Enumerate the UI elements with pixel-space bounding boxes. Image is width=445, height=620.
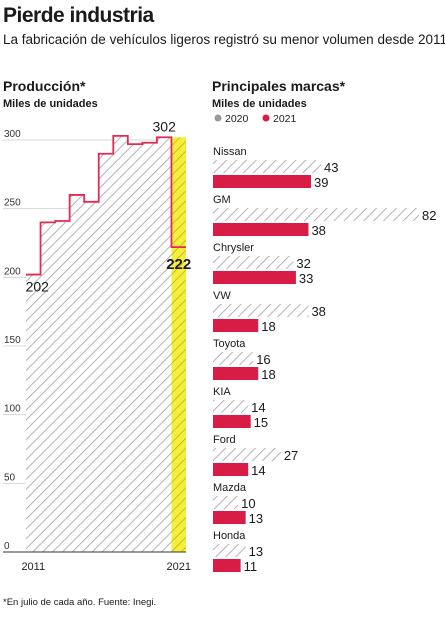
bar-2021 <box>213 559 241 572</box>
annotation-label: 202 <box>26 279 50 295</box>
page-title: Pierde industria <box>3 4 154 27</box>
bar-2020-value: 13 <box>249 544 263 559</box>
brand-label: KIA <box>213 386 231 398</box>
bar-2020-value: 82 <box>422 208 436 223</box>
bar-2021-value: 39 <box>314 175 328 190</box>
bar-2021-value: 38 <box>311 223 325 238</box>
brand-label: Nissan <box>213 146 247 158</box>
bar-2020 <box>213 304 309 317</box>
bar-2021-value: 11 <box>244 559 258 574</box>
bar-2021-value: 13 <box>249 511 263 526</box>
bar-2020 <box>213 448 281 461</box>
brand-label: Toyota <box>213 338 246 350</box>
legend-label: 2020 <box>225 113 249 125</box>
legend-swatch <box>262 114 270 122</box>
production-subtitle: Miles de unidades <box>3 98 98 110</box>
legend-swatch <box>214 114 222 122</box>
y-tick-label: 50 <box>4 472 16 483</box>
highlight-column <box>171 137 186 552</box>
bar-2021 <box>213 367 259 380</box>
brands-title: Principales marcas* <box>212 78 346 94</box>
bar-2020 <box>213 208 419 221</box>
bar-2021 <box>213 463 249 476</box>
bar-2021-value: 15 <box>254 415 268 430</box>
bar-2021 <box>213 223 309 236</box>
bar-2021-value: 14 <box>251 463 265 478</box>
bar-2020 <box>213 544 246 557</box>
bar-2020-value: 27 <box>284 448 298 463</box>
footnote: *En julio de cada año. Fuente: Inegi. <box>3 597 157 608</box>
y-tick-label: 0 <box>4 541 10 552</box>
production-area <box>26 135 172 552</box>
brand-label: Mazda <box>213 482 247 494</box>
y-tick-label: 300 <box>4 129 21 140</box>
page-subtitle: La fabricación de vehículos ligeros regi… <box>3 32 445 47</box>
production-title: Producción* <box>3 78 86 94</box>
y-tick-label: 150 <box>4 335 21 346</box>
brand-label: Chrysler <box>213 242 254 254</box>
bar-2020 <box>213 160 322 173</box>
bar-2020 <box>213 352 254 365</box>
brand-label: GM <box>213 194 231 206</box>
bar-2020-value: 14 <box>251 400 265 415</box>
annotation-label: 302 <box>153 118 177 134</box>
bar-2020-value: 32 <box>296 256 310 271</box>
bar-2021-value: 33 <box>299 271 313 286</box>
bar-2021 <box>213 271 296 284</box>
legend-label: 2021 <box>273 113 297 125</box>
bar-2021 <box>213 175 311 188</box>
bar-2021-value: 18 <box>261 319 275 334</box>
bar-2020 <box>213 496 239 509</box>
brand-label: Honda <box>213 530 246 542</box>
brand-label: Ford <box>213 434 236 446</box>
bar-2021 <box>213 319 259 332</box>
bar-2021 <box>213 511 246 524</box>
brands-subtitle: Miles de unidades <box>212 98 307 110</box>
x-tick-label: 2021 <box>166 561 190 573</box>
y-tick-label: 250 <box>4 198 21 209</box>
bar-2020-value: 43 <box>324 160 338 175</box>
brand-label: VW <box>213 290 231 302</box>
bar-2020 <box>213 256 294 269</box>
bar-2020-value: 16 <box>256 352 270 367</box>
y-tick-label: 200 <box>4 266 21 277</box>
annotation-label: 222 <box>166 256 191 273</box>
bar-2021 <box>213 415 251 428</box>
production-line <box>26 134 186 276</box>
bar-2020-value: 10 <box>241 496 255 511</box>
bar-2020-value: 38 <box>311 304 325 319</box>
x-tick-label: 2011 <box>21 561 45 573</box>
bar-2021-value: 18 <box>261 367 275 382</box>
bar-2020 <box>213 400 249 413</box>
y-tick-label: 100 <box>4 404 21 415</box>
